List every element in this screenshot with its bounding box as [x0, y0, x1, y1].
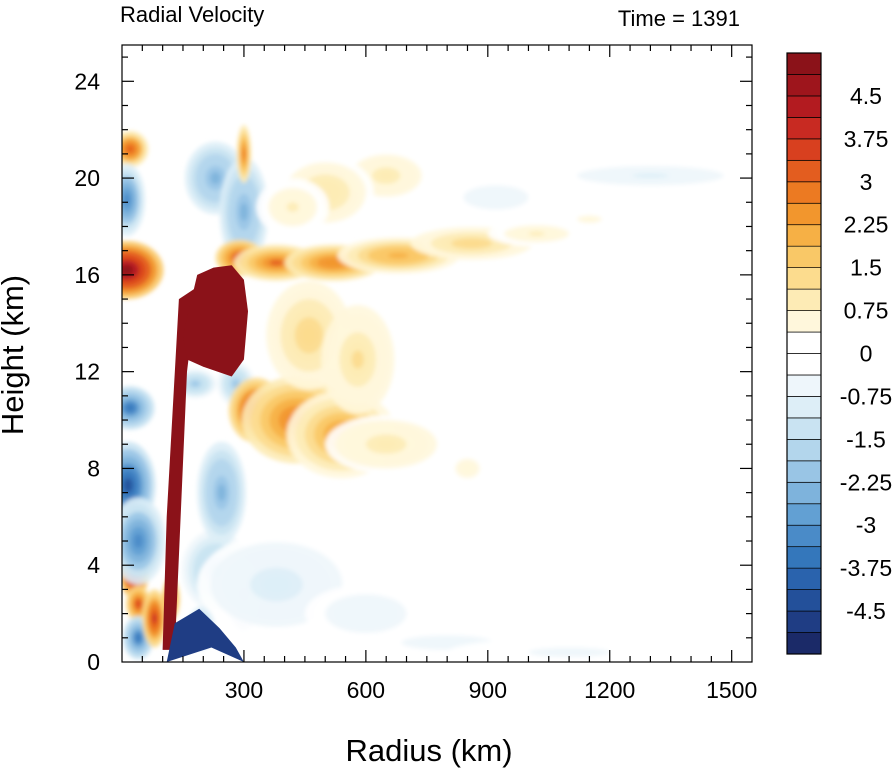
velocity-feature-2 — [122, 163, 146, 237]
velocity-feature-36 — [256, 178, 330, 237]
velocity-feature-9 — [142, 589, 167, 648]
colorbar-swatch-1 — [786, 610, 822, 633]
colorbar-tick-label-7: -0.75 — [840, 383, 892, 409]
velocity-feature-31 — [321, 305, 395, 414]
colorbar-tick-label-9: -2.25 — [840, 469, 892, 495]
colorbar-swatch-9 — [786, 439, 822, 462]
colorbar-swatch-25 — [786, 95, 822, 118]
colorbar-swatch-15 — [786, 310, 822, 333]
chart-title-left: Radial Velocity — [120, 2, 264, 27]
y-tick-label-2: 8 — [87, 455, 100, 481]
colorbar-swatch-26 — [786, 74, 822, 97]
colorbar-tick-label-6: 0 — [860, 341, 873, 367]
plot-frame — [121, 44, 753, 663]
y-tick-label-5: 20 — [74, 165, 100, 191]
colorbar-swatch-16 — [786, 288, 822, 311]
colorbar-swatch-22 — [786, 159, 822, 183]
colorbar-swatch-21 — [786, 181, 822, 204]
colorbar-tick-label-0: 4.5 — [850, 83, 882, 109]
velocity-feature-26 — [552, 208, 627, 231]
colorbar-swatch-13 — [786, 353, 822, 376]
eyewall-updraft-column — [162, 287, 198, 650]
x-tick-label-1: 600 — [347, 677, 385, 703]
y-tick-label-3: 12 — [74, 359, 100, 385]
velocity-feature-38 — [540, 161, 752, 191]
colorbar-tick-label-3: 2.25 — [844, 212, 889, 238]
colorbar-swatch-12 — [786, 374, 822, 397]
x-tick-label-0: 300 — [225, 677, 263, 703]
low-level-inflow-core — [166, 608, 244, 662]
colorbar-swatch-6 — [786, 503, 822, 526]
y-tick-label-0: 0 — [87, 649, 100, 675]
velocity-feature-24 — [410, 227, 533, 260]
colorbar-tick-label-4: 1.5 — [850, 255, 882, 281]
velocity-feature-7 — [122, 497, 166, 585]
velocity-feature-1 — [122, 130, 149, 168]
colorbar-swatch-19 — [786, 224, 822, 247]
colorbar-swatch-11 — [786, 396, 822, 419]
colorbar-swatch-17 — [786, 267, 822, 290]
y-tick-label-4: 16 — [74, 262, 100, 288]
axis-ticks: 300 600 900 1200 1500 0 4 8 12 16 20 24 — [74, 45, 757, 703]
colorbar-swatch-14 — [786, 331, 822, 354]
velocity-feature-42 — [447, 637, 691, 662]
x-tick-label-4: 1500 — [706, 677, 757, 703]
x-tick-label-2: 900 — [469, 677, 507, 703]
y-axis-label: Height (km) — [0, 275, 30, 435]
colorbar-swatch-20 — [786, 202, 822, 226]
colorbar-tick-label-12: -4.5 — [846, 598, 886, 624]
colorbar-swatch-3 — [786, 567, 822, 590]
velocity-feature-3 — [122, 386, 155, 430]
velocity-feature-25 — [487, 221, 586, 247]
colorbar-swatch-2 — [786, 589, 822, 612]
colorbar-tick-label-8: -1.5 — [846, 426, 886, 452]
x-axis-label: Radius (km) — [345, 733, 512, 768]
velocity-feature-32 — [325, 415, 448, 474]
velocity-feature-0 — [122, 240, 164, 300]
colorbar-tick-label-10: -3 — [856, 512, 876, 538]
y-tick-label-1: 4 — [87, 552, 100, 578]
colorbar-swatch-4 — [786, 546, 822, 569]
colorbar-swatch-10 — [786, 417, 822, 440]
colorbar-swatch-8 — [786, 460, 822, 483]
velocity-feature-33 — [430, 439, 505, 498]
colorbar-tick-label-1: 3.75 — [844, 126, 889, 152]
velocity-feature-19 — [236, 124, 252, 183]
colorbar-swatch-23 — [786, 138, 822, 161]
colorbar-swatch-24 — [786, 117, 822, 140]
velocity-feature-37 — [447, 179, 545, 216]
velocity-feature-18 — [219, 157, 269, 267]
colorbar: 4.5 3.75 3 2.25 1.5 0.75 0 -0.75 -1.5 -2.25 -3 -3.7… — [786, 52, 892, 655]
colorbar-tick-label-11: -3.75 — [840, 555, 892, 581]
colorbar-tick-label-2: 3 — [860, 169, 873, 195]
colorbar-swatch-0 — [786, 632, 822, 655]
upper-outflow-core — [183, 265, 248, 377]
chart-title-right: Time = 1391 — [618, 6, 740, 31]
velocity-feature-40 — [304, 584, 427, 643]
velocity-feature-14 — [197, 441, 246, 544]
y-tick-label-6: 24 — [74, 68, 100, 94]
colorbar-swatch-27 — [786, 52, 822, 75]
colorbar-tick-label-5: 0.75 — [844, 298, 889, 324]
velocity-field — [122, 124, 752, 662]
colorbar-swatch-5 — [786, 524, 822, 548]
colorbar-swatch-7 — [786, 481, 822, 505]
colorbar-swatch-18 — [786, 245, 822, 268]
x-tick-label-3: 1200 — [584, 677, 635, 703]
